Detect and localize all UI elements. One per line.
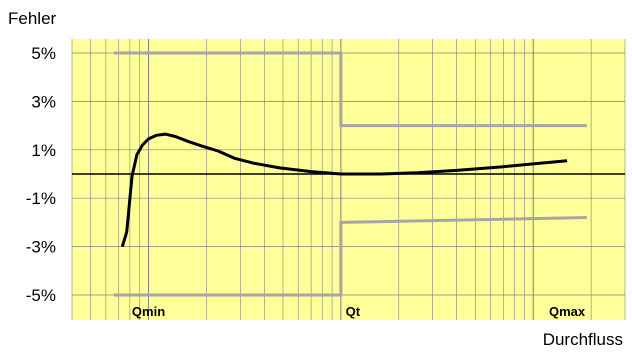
- y-tick-label: 1%: [31, 141, 56, 160]
- y-tick-label: 5%: [31, 44, 56, 63]
- y-tick-label: -5%: [26, 286, 56, 305]
- x-axis-title: Durchfluss: [543, 330, 623, 349]
- x-marker-qmax: Qmax: [549, 304, 586, 319]
- y-tick-label: -1%: [26, 189, 56, 208]
- x-marker-qt: Qt: [346, 304, 361, 319]
- lower-limit-line: [113, 216, 587, 297]
- y-tick-label: -3%: [26, 238, 56, 257]
- error-curve-series: [120, 132, 568, 248]
- x-marker-qmin: Qmin: [132, 304, 165, 319]
- error-limit-lines: [113, 51, 587, 297]
- x-axis-category-labels: Qmin Qt Qmax: [132, 304, 586, 319]
- y-tick-label: 3%: [31, 92, 56, 111]
- upper-limit-line: [113, 51, 587, 128]
- y-axis-title: Fehler: [8, 9, 57, 28]
- y-axis-tick-labels: 5% 3% 1% -1% -3% -5%: [26, 44, 56, 305]
- plot-area: [72, 39, 625, 320]
- vertical-gridlines: [71, 39, 626, 320]
